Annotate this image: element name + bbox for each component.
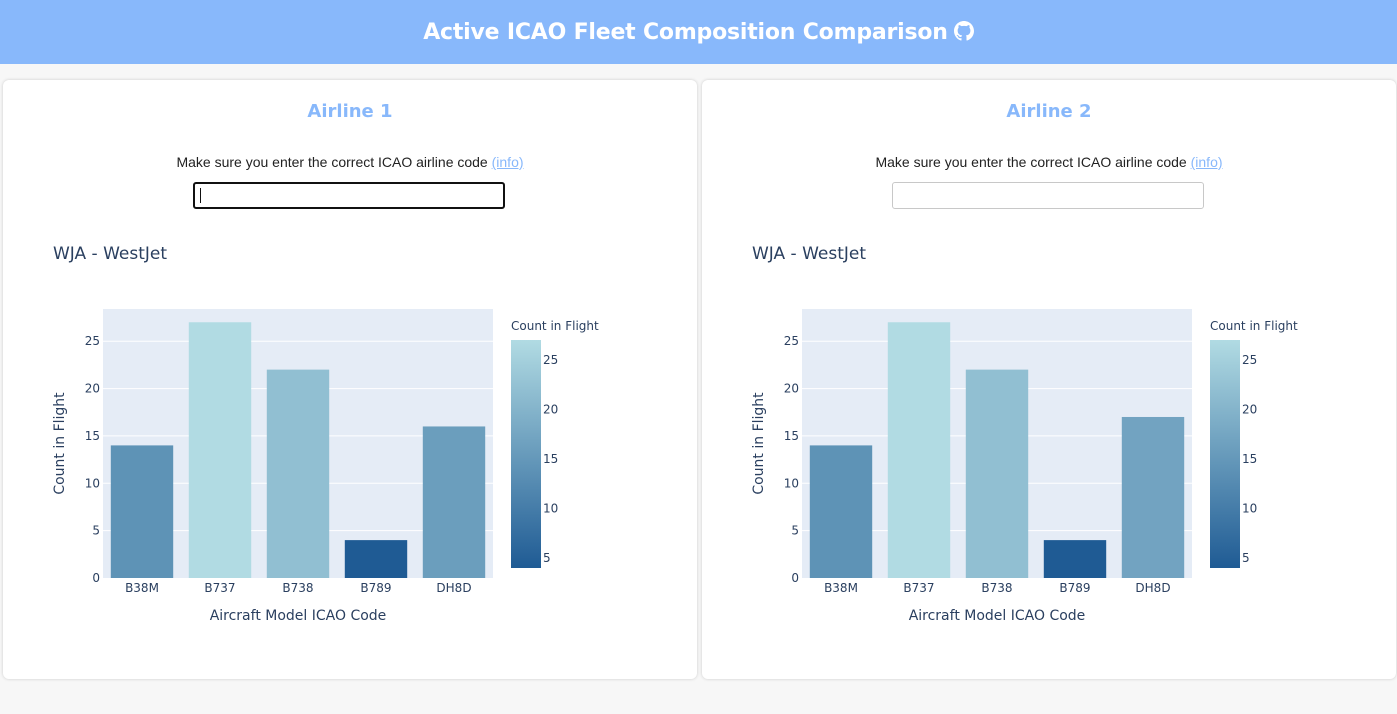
y-tick-label: 20 (784, 382, 799, 396)
x-tick-label: B738 (981, 581, 1012, 595)
github-icon[interactable] (953, 20, 974, 41)
x-tick-label: B38M (824, 581, 858, 595)
x-tick-label: B738 (282, 581, 313, 595)
x-tick-label: B789 (360, 581, 391, 595)
chart-title: WJA - WestJet (53, 244, 167, 264)
colorbar-title: Count in Flight (511, 319, 599, 333)
x-axis-label: Aircraft Model ICAO Code (909, 608, 1086, 624)
colorbar (511, 340, 541, 568)
colorbar-tick-label: 20 (543, 402, 558, 416)
colorbar-tick-label: 5 (543, 551, 551, 565)
x-tick-label: B737 (903, 581, 934, 595)
colorbar-tick-label: 25 (1242, 353, 1257, 367)
y-tick-label: 5 (92, 524, 100, 538)
y-tick-label: 5 (791, 524, 799, 538)
y-tick-label: 20 (85, 382, 100, 396)
bar-b789 (344, 540, 408, 578)
y-tick-label: 15 (784, 429, 799, 443)
y-tick-label: 0 (791, 571, 799, 585)
bar-b738 (965, 369, 1029, 578)
fleet-bar-chart: WJA - WestJet 0 5 10 15 20 25 B38M B737 B738 B789 D… (751, 244, 1298, 624)
chart-title: WJA - WestJet (752, 244, 866, 264)
y-tick-label: 0 (92, 571, 100, 585)
bar-b38m (809, 445, 873, 578)
y-tick-label: 10 (784, 476, 799, 490)
bar-b738 (266, 369, 330, 578)
colorbar-tick-label: 5 (1242, 551, 1250, 565)
x-tick-label: B38M (125, 581, 159, 595)
x-tick-label: B737 (204, 581, 235, 595)
panel-title: Airline 2 (1006, 101, 1092, 122)
page-title: Active ICAO Fleet Composition Comparison (423, 20, 974, 45)
airline-code-hint: Make sure you enter the correct ICAO air… (176, 154, 524, 170)
x-tick-label: DH8D (1135, 581, 1170, 595)
airline-1-panel: Airline 1 Make sure you enter the correc… (3, 80, 697, 679)
y-tick-label: 15 (85, 429, 100, 443)
panel-title: Airline 1 (307, 101, 393, 122)
bar-b737 (188, 322, 252, 578)
colorbar-tick-label: 25 (543, 353, 558, 367)
airline-code-hint: Make sure you enter the correct ICAO air… (875, 154, 1223, 170)
info-link[interactable]: (info) (491, 154, 524, 170)
y-tick-label: 25 (85, 334, 100, 348)
airline-code-input[interactable] (193, 182, 505, 209)
bar-dh8d (422, 426, 486, 578)
bar-b737 (887, 322, 951, 578)
airline-code-input[interactable] (892, 182, 1204, 209)
header-bar: Active ICAO Fleet Composition Comparison (0, 0, 1397, 64)
bar-b38m (110, 445, 174, 578)
fleet-bar-chart: WJA - WestJet 0 5 10 15 20 25 B38M B737 B738 B789 D… (52, 244, 599, 624)
y-tick-label: 25 (784, 334, 799, 348)
x-axis-label: Aircraft Model ICAO Code (210, 608, 387, 624)
info-link[interactable]: (info) (1190, 154, 1223, 170)
y-axis-label: Count in Flight (52, 392, 68, 495)
colorbar-tick-label: 10 (1242, 502, 1257, 516)
x-tick-label: B789 (1059, 581, 1090, 595)
bar-b789 (1043, 540, 1107, 578)
colorbar-title: Count in Flight (1210, 319, 1298, 333)
x-tick-label: DH8D (436, 581, 471, 595)
airline-2-panel: Airline 2 Make sure you enter the correc… (702, 80, 1396, 679)
y-axis-label: Count in Flight (751, 392, 767, 495)
colorbar-tick-label: 10 (543, 502, 558, 516)
colorbar-tick-label: 20 (1242, 402, 1257, 416)
colorbar (1210, 340, 1240, 568)
colorbar-tick-label: 15 (1242, 452, 1257, 466)
bar-dh8d (1121, 416, 1185, 578)
y-tick-label: 10 (85, 476, 100, 490)
colorbar-tick-label: 15 (543, 452, 558, 466)
text-cursor (193, 182, 201, 203)
